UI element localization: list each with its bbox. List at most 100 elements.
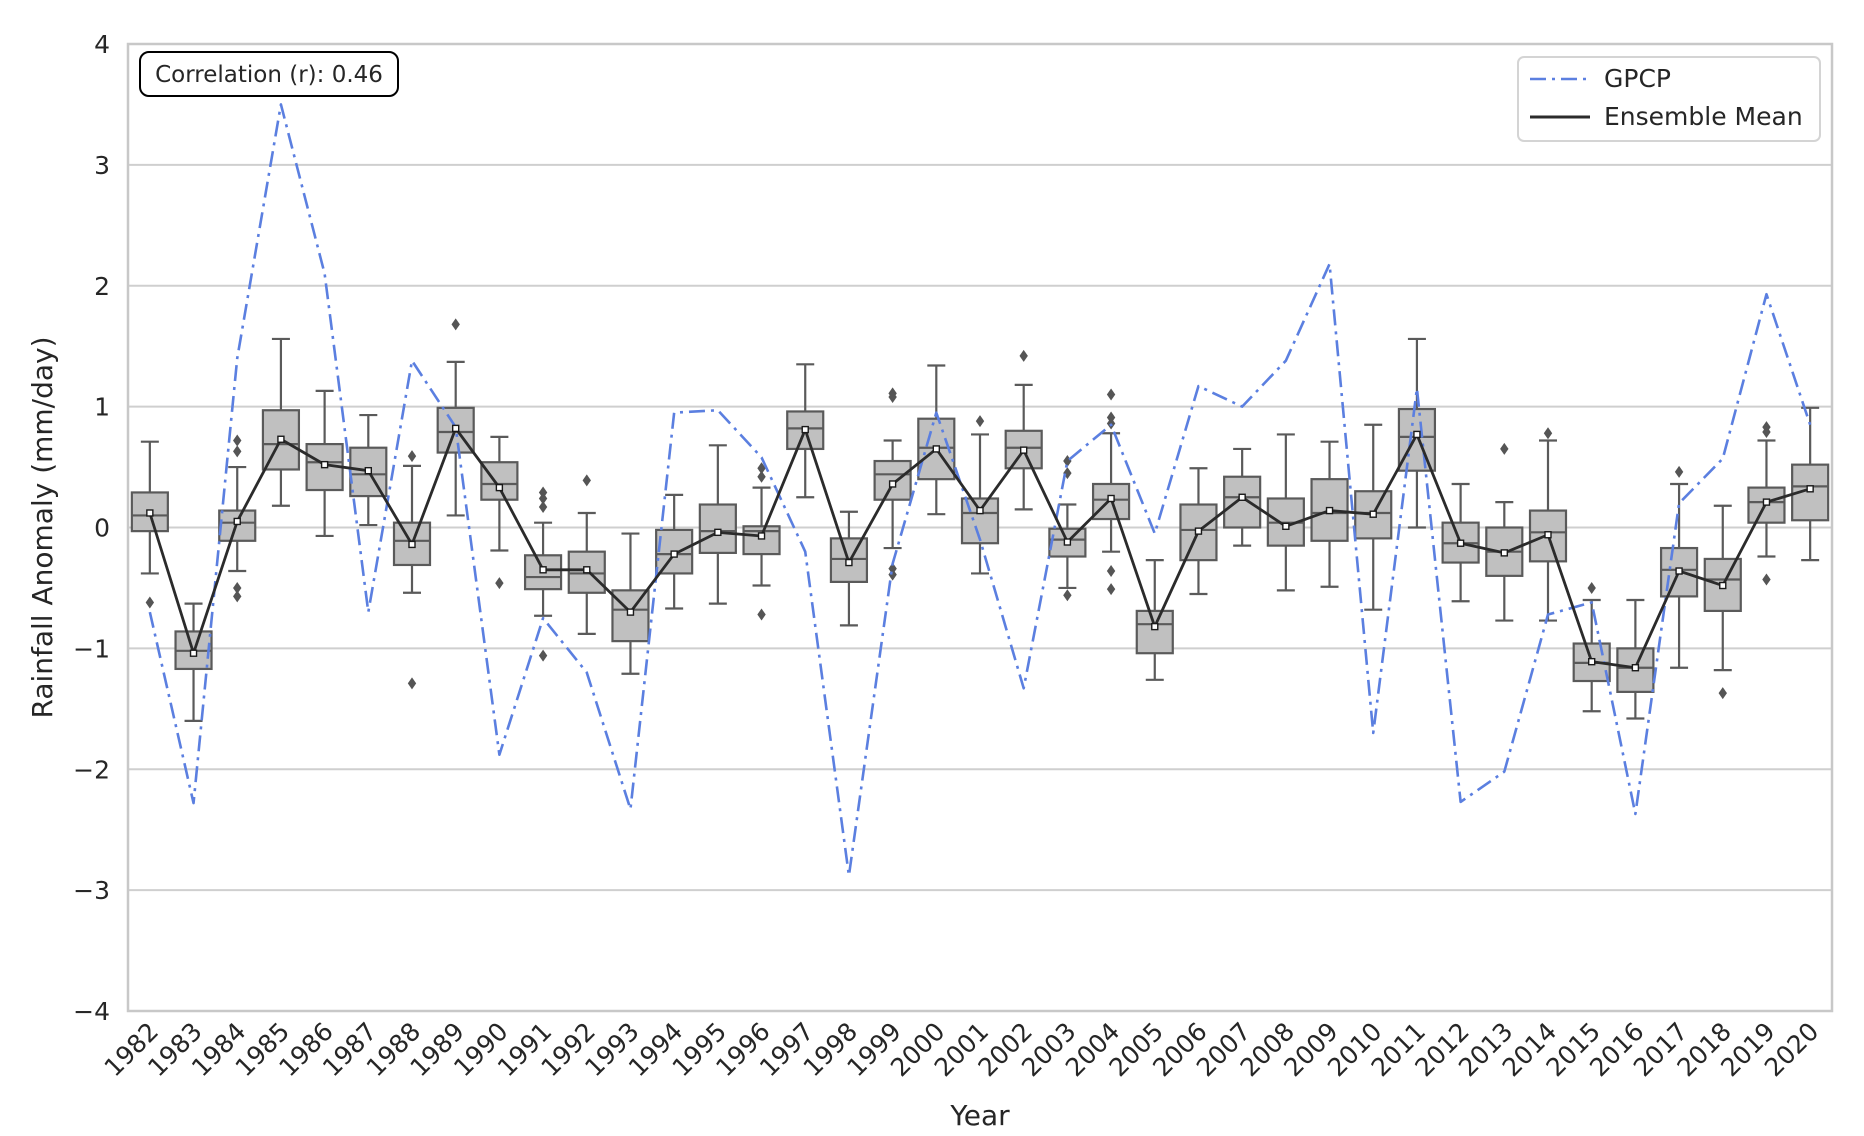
outlier-marker bbox=[888, 568, 897, 581]
outlier-marker bbox=[1674, 465, 1684, 478]
mean-marker bbox=[1762, 498, 1771, 506]
series-lines bbox=[146, 103, 1814, 877]
mean-marker bbox=[1238, 493, 1246, 501]
boxplot-2013 bbox=[1485, 442, 1524, 622]
box-iqr bbox=[1223, 475, 1262, 529]
legend: GPCP Ensemble Mean bbox=[1517, 56, 1821, 142]
box-iqr bbox=[1397, 407, 1437, 472]
outlier-marker bbox=[975, 415, 985, 428]
outlier-marker bbox=[1718, 687, 1727, 700]
mean-marker bbox=[801, 425, 809, 434]
outlier-marker bbox=[145, 596, 155, 609]
boxplot-1988 bbox=[392, 450, 432, 690]
boxplot-2020 bbox=[1791, 406, 1830, 562]
outlier-marker bbox=[1106, 583, 1116, 596]
correlation-annotation: Correlation (r): 0.46 bbox=[139, 51, 399, 97]
mean-marker bbox=[1806, 485, 1814, 493]
boxplot-1989 bbox=[436, 318, 475, 517]
y-tick-label: 0 bbox=[94, 514, 110, 543]
annotation-text: Correlation (r): 0.46 bbox=[155, 62, 383, 88]
boxplot-1992 bbox=[567, 474, 606, 635]
legend-label-gpcp: GPCP bbox=[1604, 64, 1671, 93]
y-axis-label: Rainfall Anomaly (mm/day) bbox=[26, 336, 59, 718]
y-tick-label: 4 bbox=[94, 30, 110, 59]
box-iqr bbox=[1179, 503, 1218, 562]
mean-marker bbox=[233, 517, 241, 526]
boxplot-2015 bbox=[1572, 581, 1611, 713]
outlier-marker bbox=[233, 581, 242, 594]
mean-marker bbox=[1194, 527, 1203, 535]
mean-marker bbox=[1063, 538, 1072, 546]
annotation-box bbox=[139, 51, 399, 97]
outlier-marker bbox=[1106, 388, 1116, 401]
outlier-marker bbox=[538, 500, 548, 513]
outlier-marker bbox=[1762, 426, 1771, 439]
y-tick-label: −3 bbox=[73, 876, 110, 905]
plot-frame bbox=[126, 42, 1834, 1013]
mean-marker bbox=[277, 435, 285, 443]
boxplots bbox=[130, 318, 1830, 723]
box-iqr bbox=[1135, 609, 1174, 655]
mean-marker bbox=[845, 558, 853, 567]
outlier-marker bbox=[757, 608, 766, 621]
outlier-marker bbox=[1762, 573, 1771, 586]
outlier-marker bbox=[407, 450, 417, 463]
box-iqr bbox=[480, 461, 519, 501]
boxplot-2017 bbox=[1659, 465, 1699, 669]
box-iqr bbox=[1659, 546, 1699, 598]
y-tick-label: −4 bbox=[73, 997, 110, 1026]
mean-marker bbox=[932, 445, 941, 453]
outlier-marker bbox=[757, 462, 766, 475]
mean-marker bbox=[1107, 494, 1115, 503]
boxplot-1983 bbox=[174, 602, 213, 723]
series-line-gpcp bbox=[148, 103, 1812, 877]
boxplot-1999 bbox=[873, 387, 912, 581]
mean-marker bbox=[1587, 657, 1596, 666]
outlier-marker bbox=[538, 649, 548, 662]
boxplot-1982 bbox=[130, 440, 169, 609]
mean-marker bbox=[976, 506, 984, 515]
mean-marker bbox=[1325, 506, 1334, 515]
boxplot-1993 bbox=[611, 532, 650, 675]
x-axis-label: Year bbox=[949, 1099, 1010, 1132]
outlier-marker bbox=[233, 434, 242, 447]
outlier-marker bbox=[888, 390, 897, 403]
y-tick-label: −1 bbox=[73, 634, 110, 663]
mean-marker bbox=[888, 480, 897, 488]
outlier-marker bbox=[495, 577, 504, 590]
outlier-marker bbox=[233, 445, 242, 458]
mean-marker bbox=[1413, 430, 1421, 439]
mean-marker bbox=[670, 550, 678, 558]
outlier-marker bbox=[538, 486, 548, 499]
outlier-marker bbox=[233, 590, 242, 603]
boxplot-1996 bbox=[742, 462, 781, 621]
mean-marker bbox=[451, 424, 460, 433]
mean-marker bbox=[1456, 539, 1465, 547]
boxplot-2003 bbox=[1048, 455, 1087, 602]
outlier-marker bbox=[582, 474, 591, 487]
legend-label-ensemble-mean: Ensemble Mean bbox=[1604, 102, 1803, 131]
mean-marker bbox=[495, 483, 504, 492]
boxplot-2011 bbox=[1397, 337, 1437, 529]
boxplot-1995 bbox=[698, 444, 737, 605]
mean-marker bbox=[1719, 581, 1727, 590]
mean-marker bbox=[189, 649, 198, 657]
mean-marker bbox=[1019, 446, 1028, 454]
outlier-marker bbox=[538, 492, 548, 505]
boxplot-2016 bbox=[1616, 598, 1655, 720]
mean-marker bbox=[757, 532, 766, 540]
mean-marker bbox=[626, 608, 635, 616]
mean-marker bbox=[539, 566, 547, 574]
y-tick-label: 2 bbox=[94, 272, 110, 301]
outlier-marker bbox=[1106, 565, 1116, 578]
mean-marker bbox=[714, 528, 722, 537]
outlier-marker bbox=[1019, 349, 1028, 362]
boxplot-1985 bbox=[261, 337, 301, 507]
y-tick-label: 3 bbox=[94, 151, 110, 180]
mean-marker bbox=[146, 509, 154, 517]
mean-marker bbox=[364, 466, 373, 475]
outlier-marker bbox=[1543, 427, 1553, 440]
mean-marker bbox=[583, 566, 591, 574]
